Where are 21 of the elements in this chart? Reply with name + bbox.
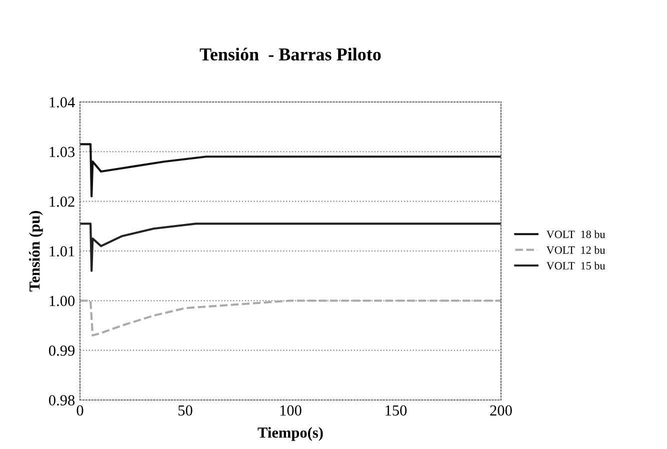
chart-title: Tensión - Barras Piloto: [200, 48, 381, 61]
x-tick-label: 100: [280, 405, 302, 416]
y-tick-label: 1.00: [50, 296, 75, 306]
y-tick-label: 1.03: [50, 146, 75, 158]
y-tick-label: 0.99: [48, 345, 75, 356]
x-tick-label: 0: [76, 405, 84, 416]
legend-label: VOLT 12 bu: [546, 246, 606, 254]
y-tick-label: 1.02: [50, 196, 74, 207]
line-series: [80, 300, 501, 336]
x-tick-label: 50: [178, 405, 192, 416]
y-axis-title: Tensión (pu): [28, 210, 43, 292]
line-series: [80, 222, 501, 272]
y-tick-label: 0.98: [48, 395, 75, 406]
y-tick-label: 1.01: [50, 246, 74, 257]
x-tick-label: 150: [386, 405, 407, 416]
legend-label: VOLT 18 bu: [546, 230, 606, 238]
y-tick-label: 1.04: [50, 97, 75, 108]
legend-label: VOLT 15 bu: [546, 262, 606, 270]
line-series: [80, 143, 501, 198]
x-tick-label: 200: [490, 405, 512, 416]
x-axis-title: Tiempo(s): [258, 427, 323, 441]
